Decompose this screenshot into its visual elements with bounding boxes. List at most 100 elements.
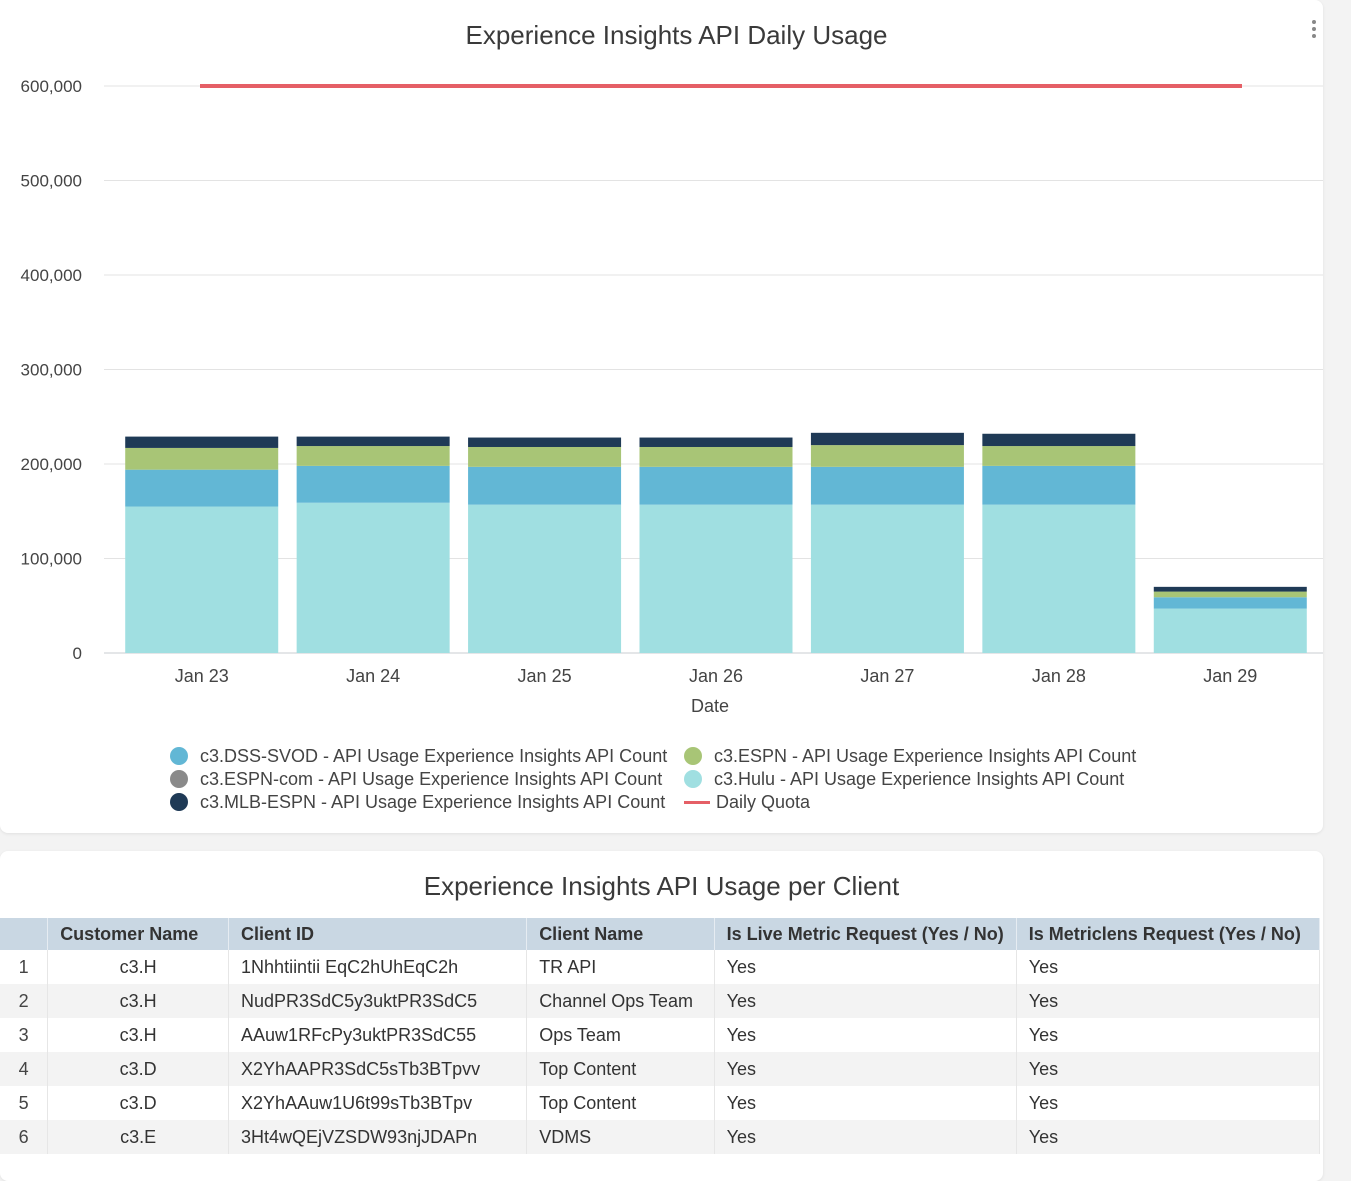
column-header[interactable] — [0, 918, 49, 950]
table-cell: VDMS — [526, 1120, 715, 1154]
bar-segment — [1153, 608, 1307, 653]
table-cell: 2 — [0, 984, 49, 1018]
table-cell: c3.D — [47, 1086, 230, 1120]
bar-segment — [639, 446, 793, 467]
table-cell: Yes — [714, 950, 1017, 984]
x-axis-label: Date — [691, 696, 729, 716]
table-cell: c3.E — [47, 1120, 230, 1154]
table-cell: c3.H — [47, 1018, 230, 1052]
table-cell: X2YhAAPR3SdC5sTb3BTpvv — [228, 1052, 528, 1086]
table-cell: NudPR3SdC5y3uktPR3SdC5 — [228, 984, 528, 1018]
legend-item[interactable]: c3.MLB-ESPN - API Usage Experience Insig… — [170, 791, 684, 813]
legend-dot-swatch — [684, 747, 702, 765]
table-cell: Yes — [1016, 1018, 1321, 1052]
bar-segment — [296, 436, 450, 447]
bar-segment — [1153, 591, 1307, 598]
bar-segment — [639, 437, 793, 447]
table-cell: Yes — [1016, 1086, 1321, 1120]
legend-dot-swatch — [684, 770, 702, 788]
table-cell: Top Content — [526, 1052, 715, 1086]
bar-segment — [982, 433, 1136, 447]
table-cell: X2YhAAuw1U6t99sTb3BTpv — [228, 1086, 528, 1120]
table-card: Experience Insights API Usage per Client… — [0, 851, 1323, 1181]
y-tick-label: 0 — [73, 644, 82, 663]
x-tick-label: Jan 28 — [1032, 666, 1086, 686]
column-header[interactable]: Is Live Metric Request (Yes / No) — [714, 918, 1017, 950]
table-row[interactable]: 6 c3.E 3Ht4wQEjVZSDW93njJDAPn VDMS Yes Yes — [0, 1120, 1321, 1154]
table-cell: 3 — [0, 1018, 49, 1052]
bar-segment — [1153, 597, 1307, 609]
table-cell: Channel Ops Team — [526, 984, 715, 1018]
stacked-bar-chart: 0 100,000 200,000 300,000 400,000 500,000 600,… — [21, 77, 1323, 716]
column-header[interactable]: Customer Name — [47, 918, 230, 950]
legend-label: c3.DSS-SVOD - API Usage Experience Insig… — [200, 745, 668, 766]
table-cell: Yes — [714, 1086, 1017, 1120]
table-cell: TR API — [526, 950, 715, 984]
legend-dot-swatch — [170, 747, 188, 765]
table-cell: 6 — [0, 1120, 49, 1154]
column-header[interactable]: Client Name — [526, 918, 715, 950]
x-tick-label: Jan 26 — [689, 666, 743, 686]
table-cell: 4 — [0, 1052, 49, 1086]
legend-dot-swatch — [170, 770, 188, 788]
table-cell: 1Nhhtiintii EqC2hUhEqC2h — [228, 950, 528, 984]
table-cell: Yes — [1016, 950, 1321, 984]
table-row[interactable]: 2 c3.H NudPR3SdC5y3uktPR3SdC5 Channel Ops T… — [0, 984, 1321, 1018]
table-cell: Yes — [1016, 984, 1321, 1018]
bar-segment — [810, 466, 964, 505]
legend-item[interactable]: c3.Hulu - API Usage Experience Insights … — [684, 768, 1164, 790]
legend-line-swatch — [684, 800, 710, 804]
bar-segment — [810, 432, 964, 446]
table-row[interactable]: 1 c3.H 1Nhhtiintii EqC2hUhEqC2h TR API Yes Ye… — [0, 950, 1321, 984]
table-cell: Yes — [1016, 1052, 1321, 1086]
table-cell: c3.D — [47, 1052, 230, 1086]
bar-segment — [468, 437, 622, 447]
chart-title: Experience Insights API Daily Usage — [465, 20, 888, 50]
bar-segment — [125, 447, 279, 470]
y-tick-label: 600,000 — [21, 77, 82, 96]
legend-label: c3.ESPN-com - API Usage Experience Insig… — [200, 768, 663, 789]
table-cell: Yes — [714, 984, 1017, 1018]
table-row[interactable]: 4 c3.D X2YhAAPR3SdC5sTb3BTpvv Top Content Ye… — [0, 1052, 1321, 1086]
table-cell: 3Ht4wQEjVZSDW93njJDAPn — [228, 1120, 528, 1154]
bar-segment — [468, 466, 622, 505]
column-header[interactable]: Is Metriclens Request (Yes / No) — [1016, 918, 1321, 950]
vertical-dots-icon[interactable] — [1309, 20, 1319, 40]
table-cell: Yes — [714, 1120, 1017, 1154]
table-row[interactable]: 3 c3.H AAuw1RFcPy3uktPR3SdC55 Ops Team Yes Ye… — [0, 1018, 1321, 1052]
bar-segment — [810, 445, 964, 467]
bar-segment — [296, 446, 450, 466]
bar-segment — [982, 446, 1136, 466]
bar-segment — [468, 504, 622, 653]
bar-segment — [468, 446, 622, 467]
bar-segment — [639, 466, 793, 505]
y-tick-label: 200,000 — [21, 455, 82, 474]
table-title: Experience Insights API Usage per Client — [423, 871, 900, 901]
table-cell: 5 — [0, 1086, 49, 1120]
y-tick-label: 300,000 — [21, 361, 82, 380]
x-tick-label: Jan 27 — [860, 666, 914, 686]
legend-dot-swatch — [170, 793, 188, 811]
legend-item[interactable]: c3.DSS-SVOD - API Usage Experience Insig… — [170, 745, 684, 767]
y-tick-label: 100,000 — [21, 550, 82, 569]
chart-legend: c3.DSS-SVOD - API Usage Experience Insig… — [170, 745, 1170, 813]
chart-card: Experience Insights API Daily Usage 0 100… — [0, 0, 1323, 833]
legend-item[interactable]: c3.ESPN-com - API Usage Experience Insig… — [170, 768, 684, 790]
column-header[interactable]: Client ID — [228, 918, 528, 950]
table-cell: c3.H — [47, 984, 230, 1018]
legend-label: c3.Hulu - API Usage Experience Insights … — [714, 768, 1125, 789]
bar-segment — [982, 504, 1136, 653]
table-cell: c3.H — [47, 950, 230, 984]
bar-segment — [982, 465, 1136, 505]
x-tick-label: Jan 24 — [346, 666, 400, 686]
legend-item[interactable]: c3.ESPN - API Usage Experience Insights … — [684, 745, 1164, 767]
table-cell: Ops Team — [526, 1018, 715, 1052]
table-row[interactable]: 5 c3.D X2YhAAuw1U6t99sTb3BTpv Top Content Ye… — [0, 1086, 1321, 1120]
table-cell: Yes — [714, 1052, 1017, 1086]
bar-segment — [639, 504, 793, 653]
table-header-row: Customer Name Client ID Client Name Is Live… — [0, 918, 1321, 950]
bar-segment — [296, 502, 450, 653]
legend-item[interactable]: Daily Quota — [684, 791, 1164, 813]
table-cell: 1 — [0, 950, 49, 984]
legend-label: c3.MLB-ESPN - API Usage Experience Insig… — [200, 791, 666, 812]
